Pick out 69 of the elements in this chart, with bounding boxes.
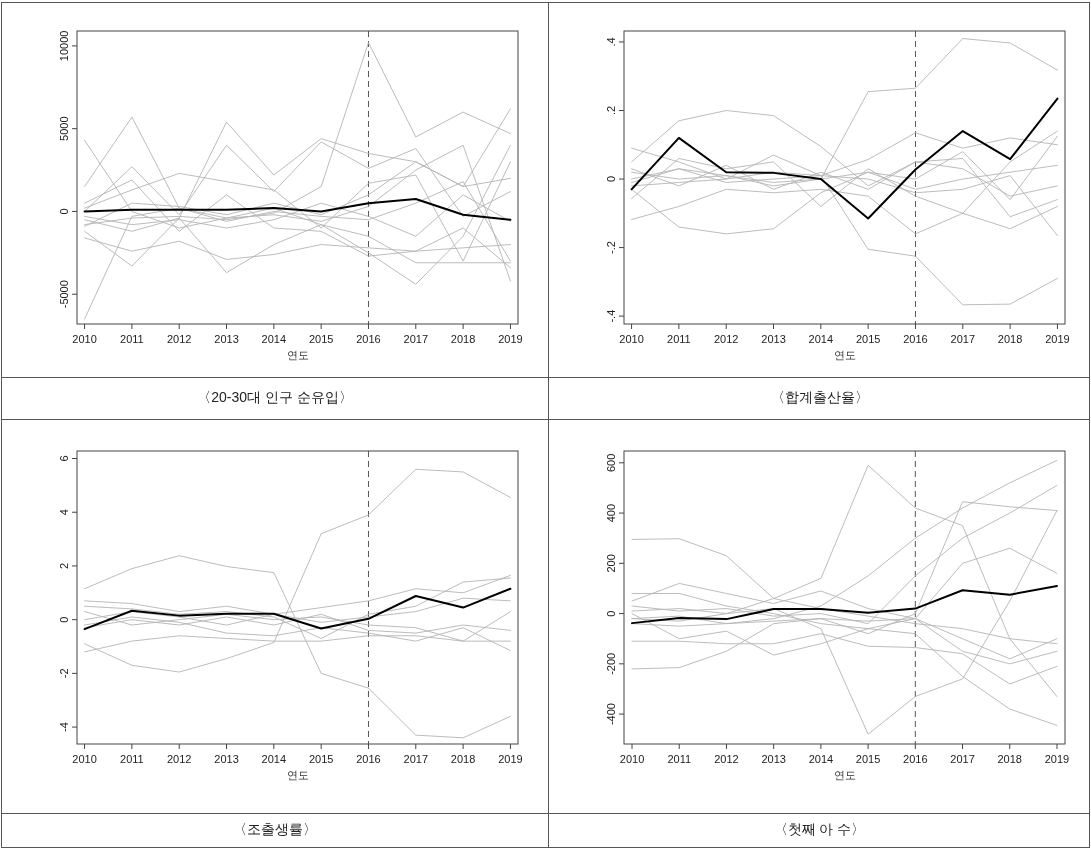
x-tick-label: 2017	[950, 753, 975, 765]
x-axis-title: 연도	[833, 349, 856, 361]
y-tick-label: 200	[605, 554, 617, 573]
x-tick-label: 2019	[1044, 753, 1070, 765]
x-axis-title: 연도	[286, 769, 309, 781]
x-tick-label: 2013	[761, 753, 786, 765]
x-tick-label: 2013	[761, 333, 786, 345]
x-tick-label: 2016	[903, 753, 928, 765]
x-tick-label: 2011	[667, 753, 692, 765]
y-tick-label: .4	[605, 37, 617, 47]
y-tick-label: -.4	[605, 309, 617, 323]
x-tick-label: 2012	[713, 333, 739, 345]
x-tick-label: 2011	[120, 753, 144, 765]
x-tick-label: 2010	[72, 333, 97, 345]
y-tick-label: 0	[58, 616, 70, 623]
x-axis-title: 연도	[833, 769, 856, 781]
y-tick-label: 0	[58, 208, 70, 215]
y-tick-label: 5000	[58, 116, 70, 141]
text: 〈20-30대 인구 순유입〉	[196, 388, 354, 407]
x-tick-label: 2013	[214, 753, 239, 765]
x-tick-label: 2012	[166, 333, 192, 345]
text: 〈합계출산율〉	[769, 388, 870, 407]
x-tick-label: 2013	[214, 333, 239, 345]
x-tick-label: 2014	[808, 333, 834, 345]
x-tick-label: 2010	[619, 753, 645, 765]
x-tick-label: 2015	[308, 753, 334, 765]
text: 〈첫째 아 수〉	[772, 820, 867, 839]
y-tick-label: .2	[605, 105, 617, 116]
y-tick-label: 2	[58, 562, 70, 570]
y-tick-label: -200	[605, 652, 617, 675]
y-tick-label: -5000	[58, 280, 70, 309]
y-tick-label: 600	[605, 453, 617, 472]
x-tick-label: 2014	[261, 333, 287, 345]
x-tick-label: 2017	[950, 333, 976, 345]
y-tick-label: -.2	[605, 241, 617, 254]
x-tick-label: 2015	[855, 333, 881, 345]
x-tick-label: 2016	[356, 333, 381, 345]
x-tick-label: 2017	[403, 753, 429, 765]
x-tick-label: 2018	[450, 333, 476, 345]
x-tick-label: 2014	[808, 753, 834, 765]
x-tick-label: 2010	[72, 753, 97, 765]
y-tick-label: 400	[605, 503, 617, 523]
x-tick-label: 2011	[667, 333, 691, 345]
x-tick-label: 2012	[166, 753, 192, 765]
y-tick-label: -4	[58, 722, 70, 732]
x-tick-label: 2018	[997, 753, 1022, 765]
y-tick-label: -400	[605, 703, 617, 726]
y-tick-label: 6	[58, 455, 70, 462]
x-tick-label: 2014	[261, 753, 287, 765]
x-tick-label: 2012	[714, 753, 739, 765]
x-tick-label: 2018	[997, 333, 1023, 345]
y-tick-label: 10000	[58, 30, 70, 62]
x-tick-label: 2015	[308, 333, 334, 345]
x-tick-label: 2016	[903, 333, 928, 345]
y-tick-label: 4	[58, 509, 70, 516]
text: 〈조출생률〉	[232, 820, 318, 839]
y-tick-label: -2	[58, 668, 70, 679]
x-tick-label: 2015	[855, 753, 881, 765]
x-tick-label: 2019	[1045, 333, 1070, 345]
y-tick-label: 0	[605, 610, 617, 617]
x-axis-title: 연도	[286, 349, 309, 361]
x-tick-label: 2019	[498, 753, 523, 765]
x-tick-label: 2019	[498, 333, 523, 345]
x-tick-label: 2017	[403, 333, 429, 345]
x-tick-label: 2010	[619, 333, 644, 345]
x-tick-label: 2018	[450, 753, 476, 765]
x-tick-label: 2016	[356, 753, 381, 765]
y-tick-label: 0	[605, 175, 617, 183]
x-tick-label: 2011	[120, 333, 144, 345]
